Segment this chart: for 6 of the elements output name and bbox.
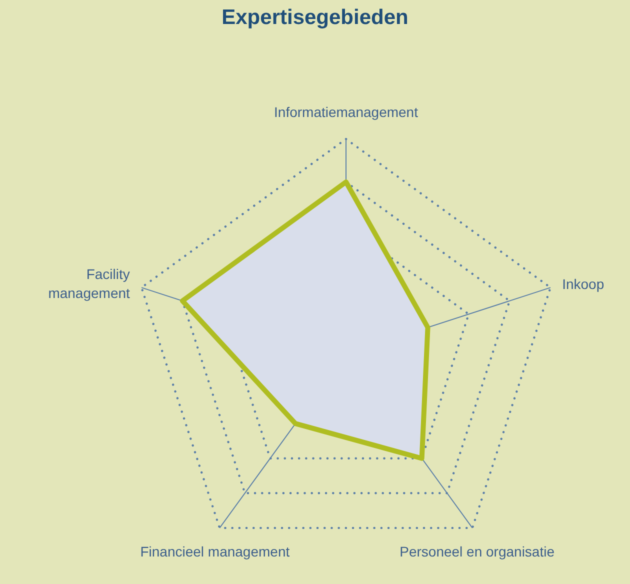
spoke-label: Inkoop: [562, 276, 604, 292]
spoke-label: Facility management: [48, 266, 130, 302]
chart-title: Expertisegebieden: [220, 6, 410, 30]
spoke-label: Personeel en organisatie: [400, 543, 555, 560]
spoke-label: Informatiemanagement: [274, 104, 418, 120]
spoke-label: Financieel management: [140, 543, 290, 560]
